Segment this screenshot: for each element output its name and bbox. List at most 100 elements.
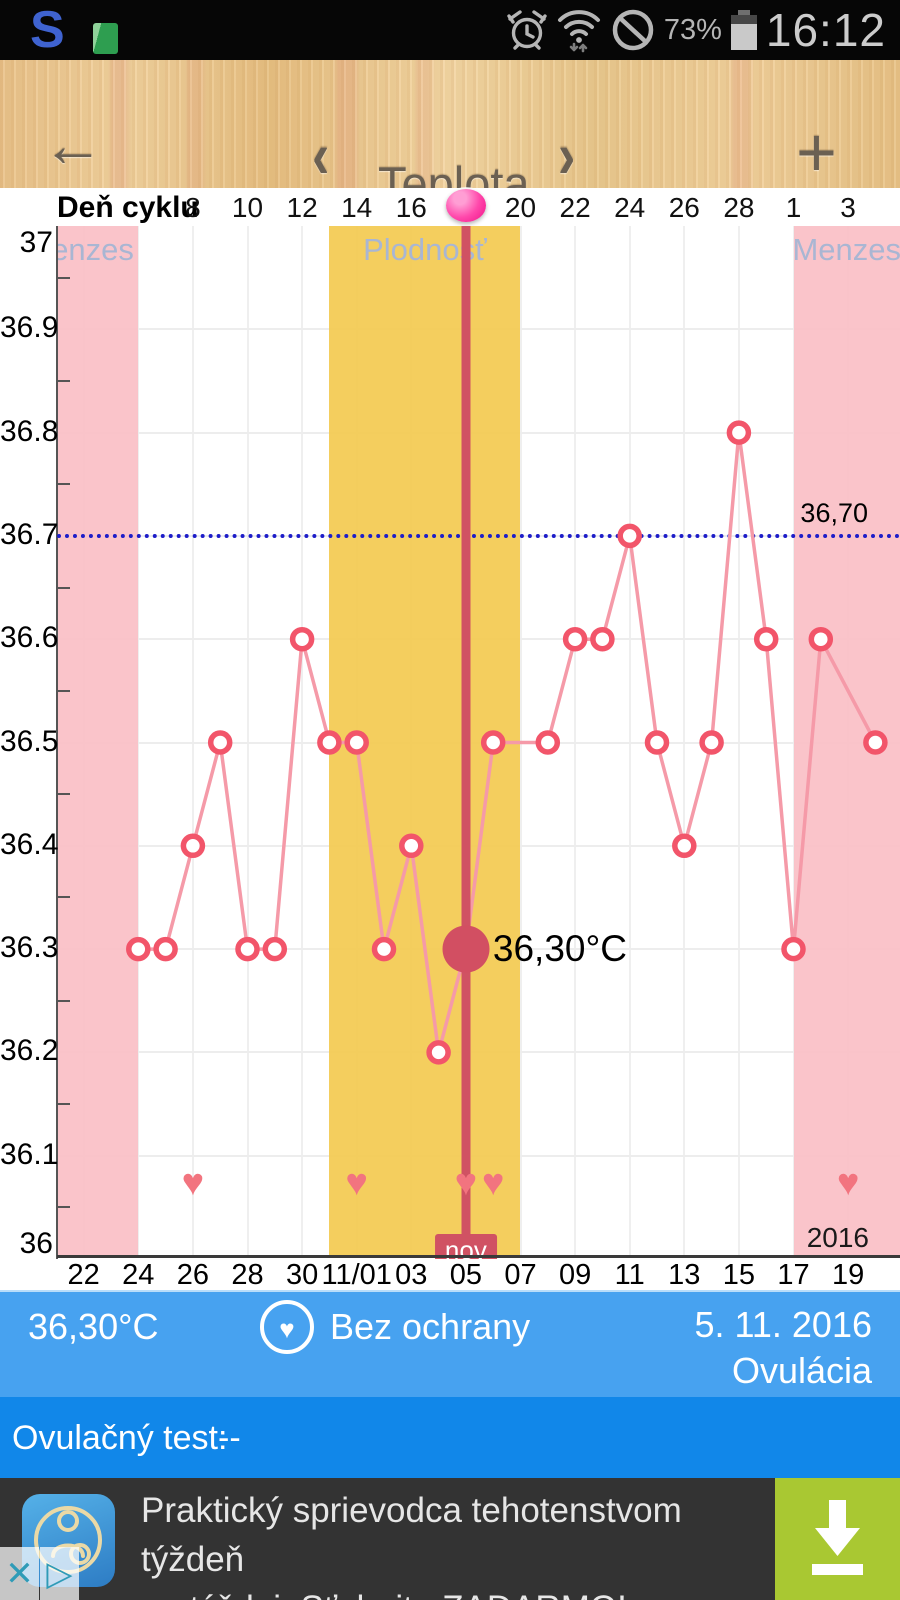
coverline-label: 36,70 [800,498,868,528]
y-axis-minor-tick [57,1103,70,1106]
date-tick[interactable]: 11 [614,1259,645,1291]
temp-point[interactable] [617,523,642,549]
ovulation-test-value: -- [218,1419,241,1457]
cycle-day-tick: 22 [559,192,591,223]
y-axis-minor-tick [57,1206,70,1209]
cycle-day-tick: 14 [341,192,373,223]
cycle-day-tick: 8 [185,192,201,223]
selected-temp-point[interactable] [442,925,490,973]
intercourse-badge-icon: ♥ [260,1300,314,1354]
date-tick[interactable]: 19 [831,1259,865,1291]
temp-point[interactable] [781,936,806,962]
ovulation-test-bar[interactable]: Ovulačný test: -- [0,1397,900,1478]
cycle-day-tick: 28 [723,192,755,223]
alarm-icon [507,10,547,50]
temp-point[interactable] [672,833,697,859]
temp-point[interactable] [590,626,615,652]
day-info-bar[interactable]: 36,30°C ♥ Bez ochrany 5. 11. 2016 Ovulác… [0,1290,900,1399]
temp-point[interactable] [262,936,288,962]
intercourse-heart-icon: ♥ [181,1162,205,1204]
temp-point[interactable] [235,936,260,962]
temp-point[interactable] [426,1040,451,1065]
intercourse-heart-icon: ♥ [454,1162,478,1204]
cycle-day-tick: 12 [286,192,318,223]
y-axis-minor-tick [57,999,70,1002]
cycle-day-tick: 1 [785,192,802,223]
y-axis-minor-tick [57,793,70,796]
y-axis-label: 37 [19,226,53,259]
date-tick[interactable]: 15 [722,1259,756,1291]
ovulation-test-label: Ovulačný test: [12,1419,228,1457]
date-tick[interactable]: 30 [285,1259,319,1291]
date-tick[interactable]: 17 [777,1259,810,1291]
temperature-chart[interactable]: MenzesPlodnosťMenzes 3736.936.836.736.63… [0,226,900,1259]
ad-text-line1: Praktický sprievodca tehotenstvom týždeň [141,1491,682,1579]
adchoices-button[interactable]: ▷ [40,1547,79,1600]
temp-point[interactable] [399,833,424,859]
header-toolbar: ← ‹ Teplota › + [0,60,900,207]
cycle-day-tick: 16 [395,192,427,223]
date-tick[interactable]: 07 [504,1259,537,1291]
ovulation-ball-icon [445,189,486,222]
selected-day-cursor[interactable] [461,226,471,1257]
temp-point[interactable] [207,730,233,755]
y-axis-label: 36.3 [0,931,59,965]
ad-choices-bar: ✕ ▷ [0,1547,79,1600]
temp-point[interactable] [371,936,397,962]
info-temperature: 36,30°C [28,1306,159,1347]
phase-band-label: Menzes [793,232,900,267]
date-tick[interactable]: 11/01 [321,1259,392,1291]
temp-point[interactable] [126,936,151,962]
ad-banner[interactable]: Praktický sprievodca tehotenstvom týždeň… [0,1478,900,1600]
y-axis-minor-tick [57,483,70,486]
date-tick[interactable]: 26 [176,1259,210,1291]
date-tick[interactable]: 05 [449,1259,483,1291]
cycle-day-label: Deň cyklu [57,191,199,224]
info-date: 5. 11. 2016 [694,1304,873,1345]
cycle-day-row: Deň cyklu 8 10 12 14 16 20 22 24 26 28 1 3 [0,188,900,226]
temp-point[interactable] [808,626,834,652]
y-axis-minor-tick [57,379,70,382]
battery-icon [730,10,757,50]
temp-point[interactable] [480,730,506,755]
wifi-icon [557,10,600,53]
intercourse-heart-icon: ♥ [836,1162,860,1204]
date-tick[interactable]: 13 [668,1259,701,1291]
date-tick[interactable]: 24 [122,1259,155,1291]
ad-close-button[interactable]: ✕ [0,1547,39,1600]
intercourse-heart-icon: ♥ [345,1162,368,1204]
temp-point[interactable] [644,730,670,755]
y-axis-label: 36.5 [0,724,59,758]
temp-point[interactable] [535,730,561,755]
temp-point[interactable] [344,730,369,755]
y-axis-label: 36.4 [0,827,59,861]
date-tick[interactable]: 22 [67,1259,100,1291]
y-axis-minor-tick [57,276,70,279]
temp-point[interactable] [726,420,752,445]
phase-band-label: Menzes [57,232,134,267]
temperature-series [126,420,888,1065]
temp-point[interactable] [289,626,315,652]
date-tick[interactable]: 03 [395,1259,428,1291]
y-axis-label: 36.1 [0,1137,59,1171]
app-logo-icon: S [30,1,65,59]
ad-download-button[interactable] [775,1478,900,1600]
temp-point[interactable] [753,626,779,652]
coverline [57,534,900,538]
temp-point[interactable] [562,626,588,652]
y-axis-label: 36.9 [0,311,59,345]
date-tick[interactable]: 28 [231,1259,264,1291]
info-event: Ovulácia [731,1350,872,1391]
y-axis-label: 36.8 [0,414,59,448]
temp-point[interactable] [317,730,342,755]
y-axis-minor-tick [57,586,70,589]
temp-point[interactable] [153,936,178,962]
date-tick[interactable]: 09 [558,1259,592,1291]
temp-point[interactable] [699,730,724,755]
ad-text: Praktický sprievodca tehotenstvom týždeň… [141,1486,761,1600]
phase-band-menzes: Menzes [57,226,139,1257]
y-axis-minor-tick [57,896,70,899]
data-blocked-icon [612,9,654,51]
temp-point[interactable] [863,730,888,755]
temp-point[interactable] [180,833,206,859]
